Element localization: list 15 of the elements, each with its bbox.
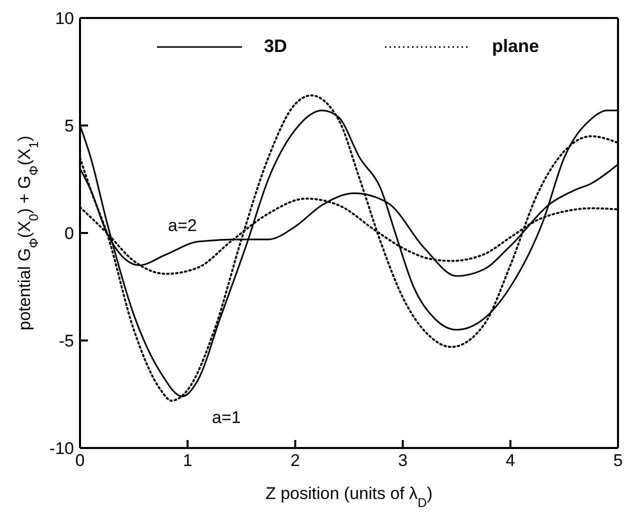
legend-label: plane bbox=[492, 36, 539, 57]
y-tick-label: -10 bbox=[49, 439, 74, 458]
y-tick-label: -5 bbox=[58, 332, 74, 351]
annotation: a=1 bbox=[212, 408, 241, 428]
y-tick-label: 5 bbox=[64, 116, 74, 136]
y-tick-label: 0 bbox=[64, 224, 74, 244]
x-tick-label: 1 bbox=[182, 451, 192, 470]
x-tick-label: 4 bbox=[506, 451, 516, 470]
x-tick-label: 5 bbox=[613, 451, 623, 470]
x-tick-label: 2 bbox=[290, 451, 300, 470]
y-tick-label: 10 bbox=[55, 9, 74, 28]
annotation: a=2 bbox=[168, 216, 197, 236]
x-axis-title: Z position (units of λ$_{D}$) bbox=[265, 484, 433, 510]
x-tick-label: 3 bbox=[398, 451, 408, 470]
legend-label: 3D bbox=[264, 36, 287, 57]
